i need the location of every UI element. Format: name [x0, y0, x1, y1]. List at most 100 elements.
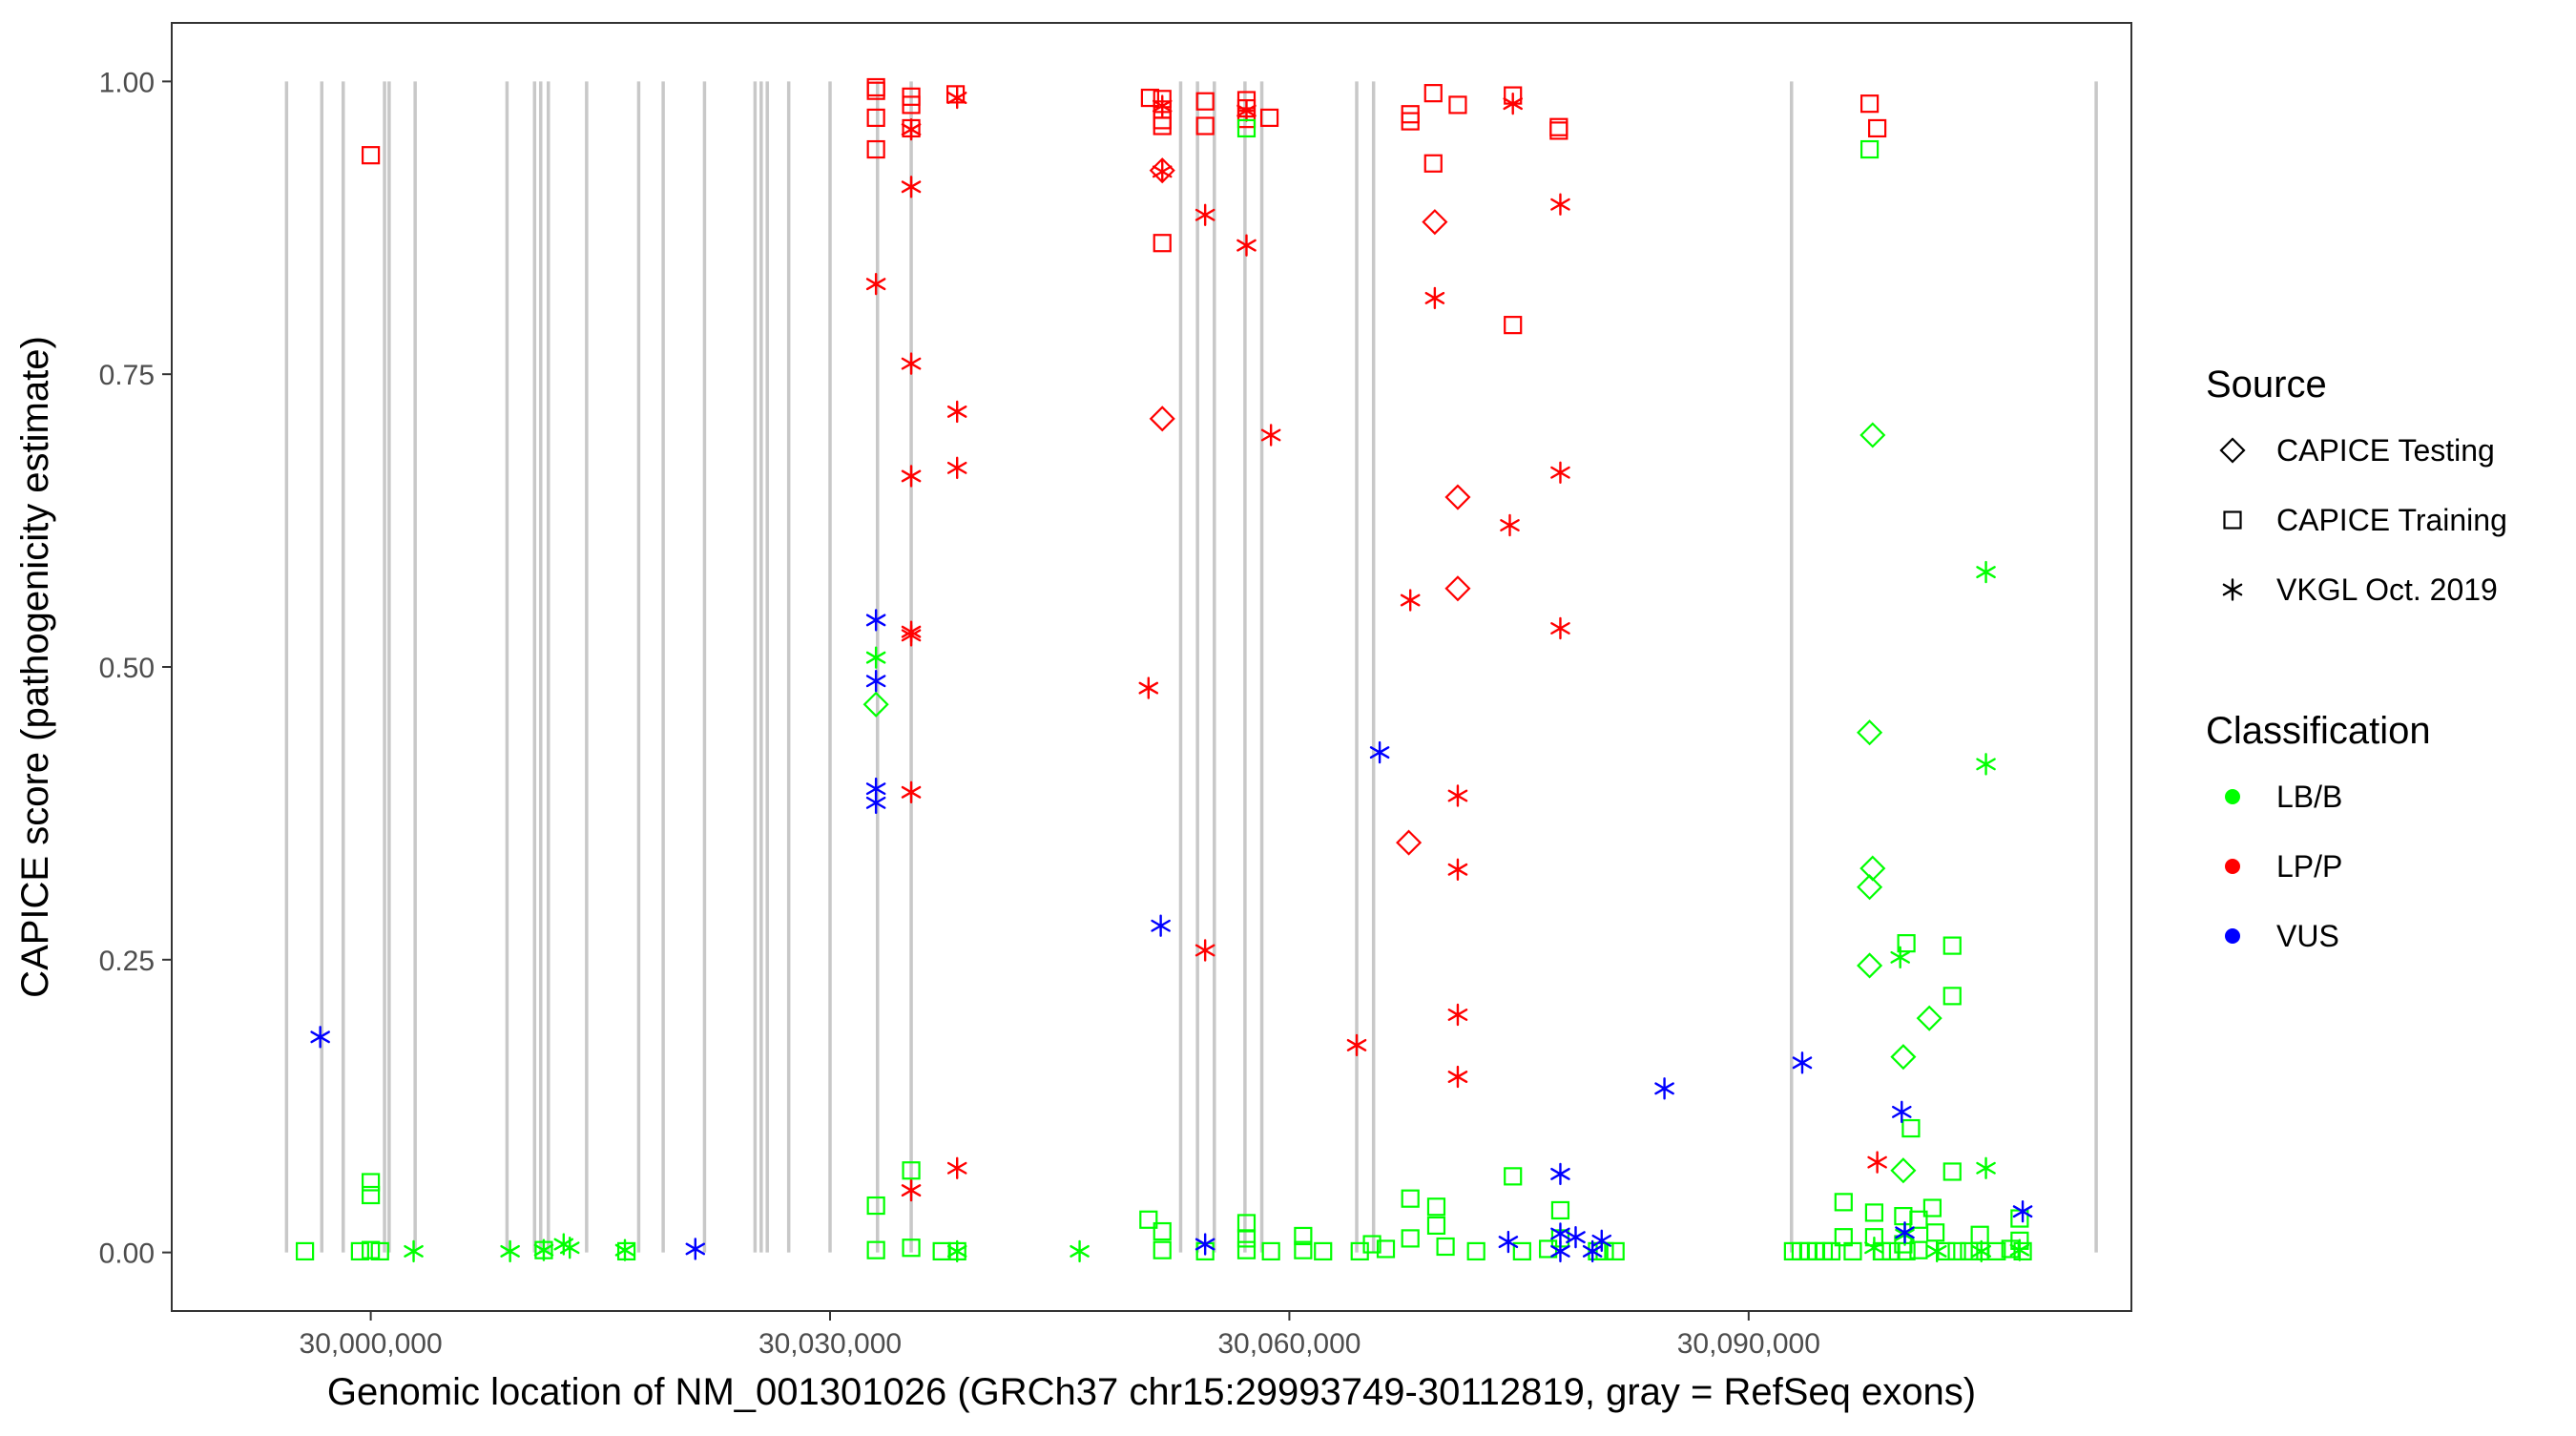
- data-point: [1504, 316, 1523, 335]
- data-point: [1942, 936, 1962, 955]
- x-tick-label: 30,030,000: [758, 1328, 902, 1360]
- legend-source-key-diamond: [2219, 437, 2246, 464]
- data-point: [1864, 1203, 1884, 1222]
- legend-source-label: CAPICE Training: [2276, 503, 2507, 537]
- data-point: [1892, 1100, 1912, 1124]
- data-point: [1149, 406, 1175, 432]
- data-point: [1960, 1241, 1979, 1261]
- data-point: [1236, 1229, 1257, 1248]
- data-point: [901, 352, 922, 375]
- data-point: [1890, 1157, 1917, 1184]
- data-point: [1859, 855, 1886, 882]
- data-point: [1195, 92, 1215, 111]
- data-point: [1400, 589, 1421, 612]
- data-point: [1261, 1241, 1280, 1261]
- points-layer: [296, 77, 2033, 1263]
- data-point: [1976, 753, 1996, 776]
- data-point: [1423, 84, 1443, 103]
- data-point: [404, 1239, 424, 1263]
- data-point: [1153, 234, 1172, 253]
- data-point: [1447, 1003, 1468, 1027]
- data-point: [1423, 154, 1443, 173]
- data-point: [1857, 874, 1883, 901]
- data-point: [865, 791, 886, 815]
- data-point: [1447, 858, 1468, 882]
- data-point: [946, 1156, 967, 1179]
- data-point: [1582, 1239, 1603, 1263]
- legend: Source CAPICE Testing CAPICE Training VKGL …: [2206, 364, 2507, 953]
- data-point: [902, 1238, 921, 1258]
- exon-layer: [284, 81, 2098, 1253]
- data-point: [865, 646, 886, 669]
- y-tick-label: 1.00: [99, 67, 155, 98]
- data-point: [1401, 1229, 1420, 1248]
- legend-source-title: Source: [2206, 364, 2327, 406]
- data-point: [901, 1178, 922, 1202]
- data-point: [1987, 1241, 2006, 1261]
- data-point: [865, 670, 886, 693]
- data-point: [1549, 121, 1568, 140]
- data-point: [2012, 1199, 2033, 1223]
- data-point: [1864, 1237, 1884, 1259]
- legend-source-label: VKGL Oct. 2019: [2276, 572, 2498, 607]
- data-point: [1236, 234, 1257, 257]
- data-point: [1859, 422, 1886, 448]
- data-point: [1942, 1162, 1962, 1181]
- data-point: [1153, 1221, 1172, 1241]
- data-point: [1426, 1216, 1446, 1236]
- data-point: [559, 1237, 580, 1259]
- data-point: [1857, 952, 1883, 979]
- x-tick-label: 30,090,000: [1677, 1328, 1820, 1360]
- y-tick-label: 0.75: [99, 360, 155, 391]
- data-point: [296, 1241, 315, 1261]
- data-point: [350, 1241, 369, 1261]
- x-axis-label: Genomic location of NM_001301026 (GRCh37…: [327, 1371, 1976, 1413]
- data-point: [1894, 1206, 1913, 1226]
- data-point: [1792, 1051, 1813, 1074]
- data-point: [1153, 116, 1172, 135]
- x-tick-label: 30,000,000: [300, 1328, 443, 1360]
- data-point: [1976, 1156, 1996, 1179]
- data-point: [362, 1240, 381, 1259]
- data-point: [901, 176, 922, 198]
- data-point: [1909, 1210, 1928, 1229]
- data-point: [946, 456, 967, 480]
- data-point: [901, 624, 922, 647]
- data-point: [362, 146, 381, 165]
- data-point: [1821, 1241, 1841, 1261]
- data-point: [1901, 1118, 1921, 1138]
- data-point: [1195, 939, 1215, 962]
- data-point: [1925, 1223, 1945, 1242]
- data-point: [902, 1161, 921, 1180]
- x-tick-label: 30,060,000: [1217, 1328, 1361, 1360]
- data-point: [901, 780, 922, 804]
- data-point: [1152, 160, 1173, 183]
- data-point: [1294, 1240, 1313, 1259]
- axes-layer: 0.00 0.25 0.50 0.75 1.00 30,000,000 30,030,000…: [99, 67, 1820, 1360]
- data-point: [1859, 94, 1880, 114]
- data-point: [862, 691, 889, 718]
- legend-class-key: [2225, 789, 2240, 804]
- data-point: [1236, 1240, 1257, 1259]
- data-point: [1591, 1229, 1612, 1253]
- data-point: [1926, 1239, 1947, 1263]
- legend-class-label: VUS: [2276, 919, 2339, 953]
- data-point: [370, 1241, 389, 1261]
- y-axis-label: CAPICE score (pathogenicity estimate): [14, 336, 56, 998]
- data-point: [1857, 719, 1883, 746]
- data-point: [616, 1241, 636, 1261]
- data-point: [1236, 118, 1257, 138]
- data-point: [1976, 560, 1996, 584]
- legend-source-label: CAPICE Testing: [2276, 433, 2495, 468]
- data-point: [1890, 1044, 1917, 1071]
- data-point: [533, 1238, 554, 1261]
- data-point: [866, 1196, 885, 1216]
- plot-panel-border: [171, 22, 2132, 1312]
- data-point: [1897, 1241, 1916, 1261]
- data-point: [866, 139, 885, 159]
- y-tick-label: 0.25: [99, 946, 155, 977]
- data-point: [1260, 424, 1281, 447]
- data-point: [1947, 1241, 1966, 1261]
- data-point: [1153, 1240, 1172, 1259]
